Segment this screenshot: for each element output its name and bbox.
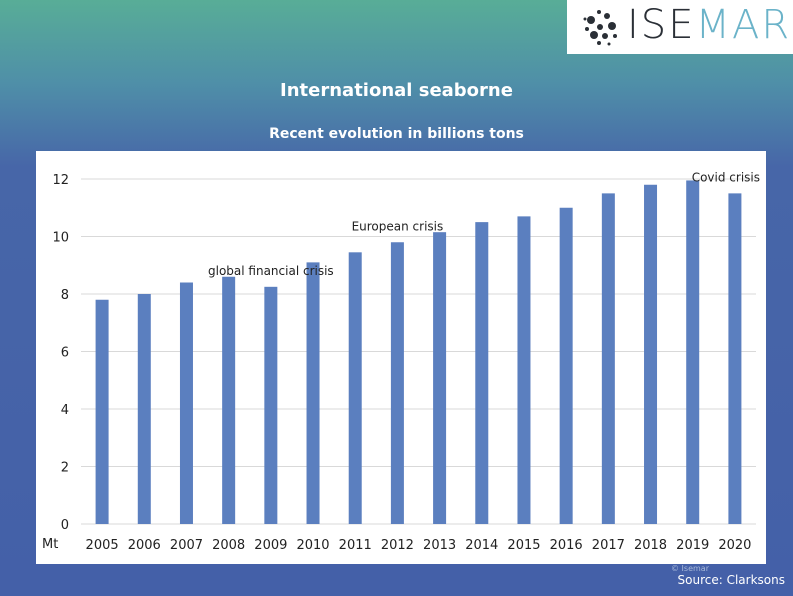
x-tick-label: 2013 <box>423 538 456 553</box>
x-tick-label: 2008 <box>212 538 245 553</box>
y-tick-label: 12 <box>52 173 69 188</box>
annotation: European crisis <box>352 219 444 233</box>
bar-chart: 0 2 4 6 8 10 12 Mt 2005 2006 2007 2008 2009 2010 2011 2… <box>42 170 760 553</box>
bar <box>137 294 151 524</box>
y-tick-label: 8 <box>61 288 69 303</box>
y-tick-label: 4 <box>61 403 69 418</box>
bar <box>644 184 658 524</box>
bar <box>348 252 362 524</box>
bar <box>475 222 489 524</box>
bar <box>517 216 531 524</box>
y-axis-label: Mt <box>42 537 58 552</box>
logo-text-dark: ISE <box>627 2 696 48</box>
bar <box>728 193 742 524</box>
x-tick-label: 2009 <box>254 538 287 553</box>
chart-subtitle: Recent evolution in billions tons <box>269 126 524 142</box>
bar <box>433 232 447 524</box>
y-tick-label: 10 <box>52 231 69 246</box>
x-tick-label: 2018 <box>634 538 667 553</box>
x-tick-label: 2016 <box>550 538 583 553</box>
page-title: International seaborne <box>280 80 513 101</box>
y-tick-label: 2 <box>61 461 69 476</box>
x-tick-label: 2005 <box>86 538 119 553</box>
bar <box>179 282 193 524</box>
globe-icon <box>583 10 617 46</box>
annotation: global financial crisis <box>208 264 334 278</box>
chart-area: 0 2 4 6 8 10 12 Mt 2005 2006 2007 2008 2009 2010 2011 2… <box>36 151 766 564</box>
bar <box>559 207 573 524</box>
x-tick-label: 2017 <box>592 538 625 553</box>
x-tick-label: 2010 <box>296 538 329 553</box>
x-tick-label: 2011 <box>339 538 372 553</box>
logo-text-light: MAR <box>695 2 792 48</box>
bar <box>95 299 109 524</box>
y-tick-label: 0 <box>61 518 69 533</box>
x-tick-label: 2019 <box>676 538 709 553</box>
bar <box>686 180 700 524</box>
x-tick-label: 2015 <box>507 538 540 553</box>
logo: ISEMAR <box>567 0 793 54</box>
x-tick-label: 2012 <box>381 538 414 553</box>
watermark: © Isemar <box>671 564 709 573</box>
x-tick-label: 2014 <box>465 538 498 553</box>
x-tick-label: 2007 <box>170 538 203 553</box>
bar <box>306 262 320 524</box>
annotation: Covid crisis <box>692 170 760 184</box>
bar <box>390 242 404 524</box>
bar <box>222 276 236 524</box>
y-tick-label: 6 <box>61 346 69 361</box>
source-note: Source: Clarksons <box>677 573 785 587</box>
logo-text: ISEMAR <box>627 2 791 48</box>
bar <box>264 286 278 524</box>
x-tick-label: 2006 <box>128 538 161 553</box>
bar <box>601 193 615 524</box>
x-tick-label: 2020 <box>718 538 751 553</box>
